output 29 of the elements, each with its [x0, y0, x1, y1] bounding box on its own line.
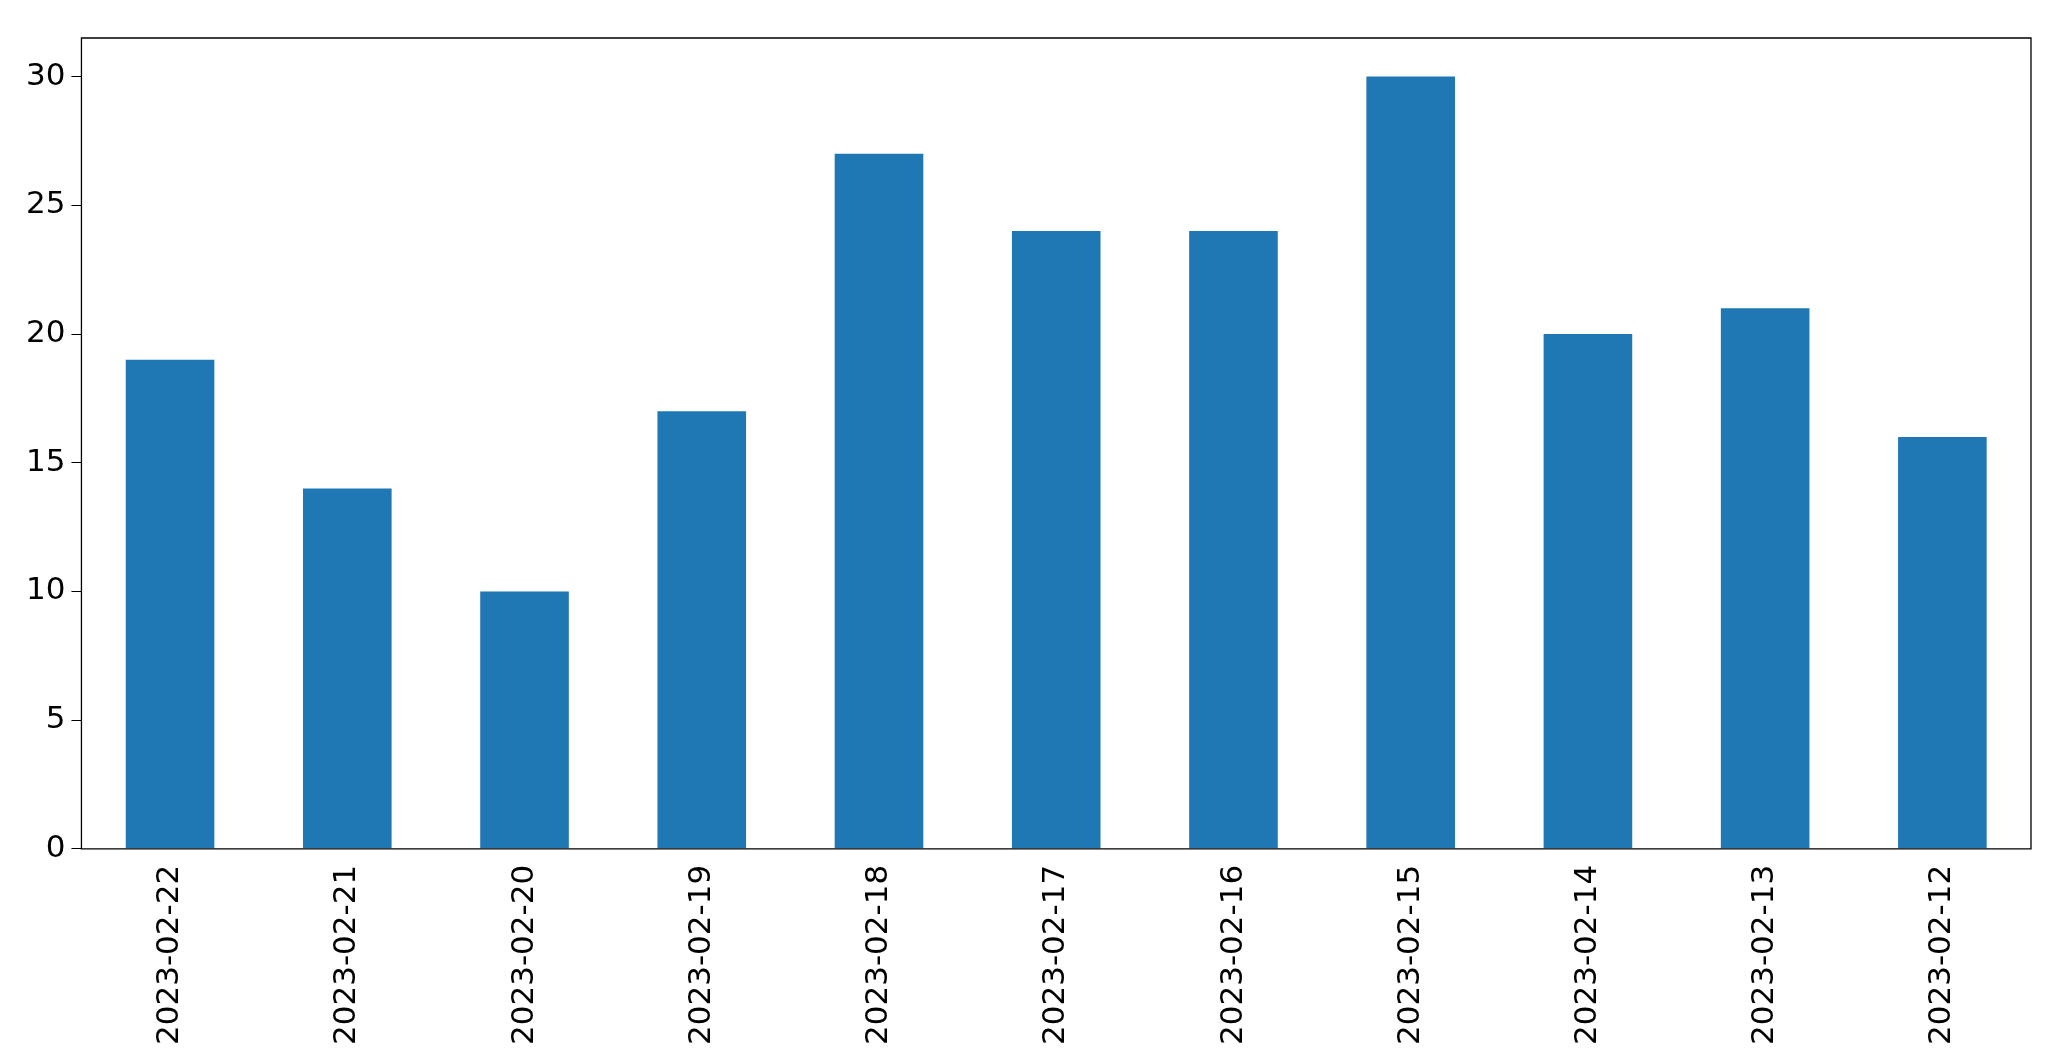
y-tick-label: 5 — [45, 699, 66, 736]
y-tick-label: 15 — [25, 441, 66, 478]
y-tick-label: 30 — [25, 55, 66, 92]
y-tick-label: 10 — [25, 570, 66, 607]
bar — [657, 411, 747, 849]
y-tick-label: 25 — [25, 184, 66, 221]
x-tick-label: 2023-02-18 — [858, 864, 895, 1046]
x-tick-label: 2023-02-22 — [149, 864, 186, 1046]
x-tick-label: 2023-02-13 — [1744, 864, 1781, 1046]
x-tick-label: 2023-02-21 — [326, 864, 363, 1046]
bar — [1898, 436, 1987, 849]
bar — [1011, 231, 1101, 849]
bar — [302, 488, 392, 849]
x-tick-label: 2023-02-15 — [1389, 864, 1426, 1046]
bar — [1720, 308, 1810, 849]
x-tick-label: 2023-02-20 — [503, 864, 540, 1046]
bar — [834, 153, 924, 849]
bar — [125, 359, 215, 849]
bar — [1189, 231, 1278, 849]
x-tick-label: 2023-02-17 — [1035, 864, 1072, 1046]
x-tick-label: 2023-02-16 — [1212, 864, 1249, 1046]
y-tick-label: 20 — [25, 313, 66, 350]
x-tick-label: 2023-02-12 — [1921, 864, 1958, 1046]
bar — [1366, 76, 1455, 849]
x-tick-label: 2023-02-19 — [680, 864, 717, 1046]
y-tick-label: 0 — [45, 827, 66, 864]
x-tick-label: 2023-02-14 — [1566, 864, 1603, 1046]
bar — [480, 591, 569, 849]
bar — [1543, 334, 1633, 849]
